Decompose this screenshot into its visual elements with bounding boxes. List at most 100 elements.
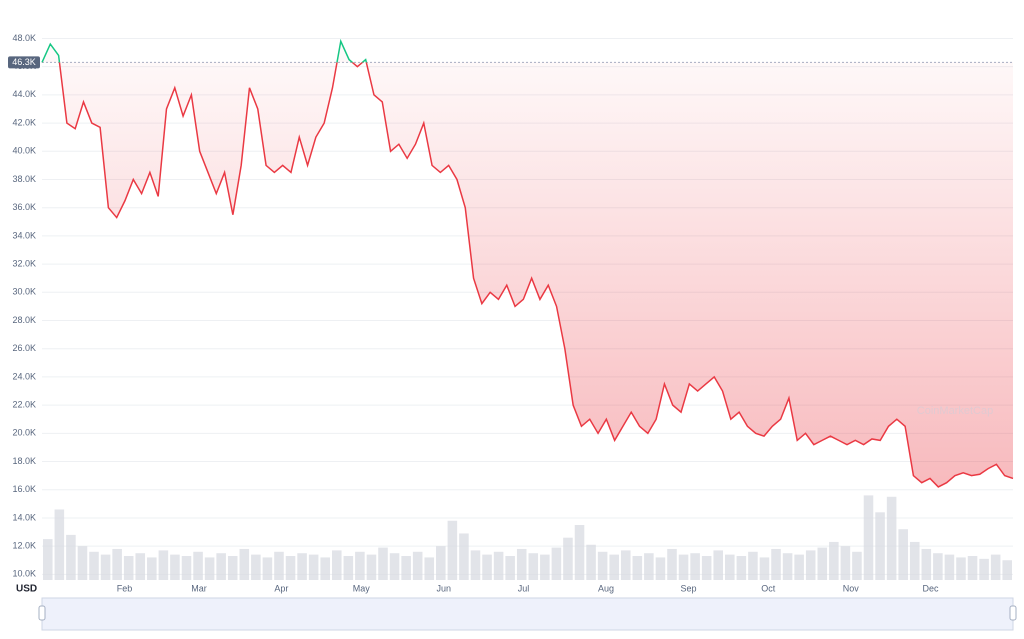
volume-bar [343, 556, 354, 580]
x-tick-label: Nov [843, 583, 860, 593]
volume-bar [459, 533, 469, 580]
volume-bar [123, 556, 134, 580]
volume-bar [748, 551, 758, 580]
volume-bar [297, 553, 307, 580]
volume-bar [979, 558, 989, 580]
x-tick-label: Jul [518, 583, 530, 593]
volume-bar [66, 534, 76, 580]
volume-bar [112, 548, 122, 580]
volume-bar [482, 554, 492, 580]
volume-bar [77, 546, 88, 580]
volume-bar [944, 554, 955, 580]
volume-bar [262, 557, 273, 580]
volume-bar [805, 550, 816, 580]
volume-bar [990, 554, 1001, 580]
y-tick-label: 32.0K [12, 258, 36, 268]
volume-bar [829, 541, 839, 580]
reference-label: 46.3K [12, 57, 36, 67]
y-tick-label: 14.0K [12, 512, 36, 522]
x-tick-label: Dec [923, 583, 940, 593]
y-tick-label: 20.0K [12, 428, 36, 438]
volume-bar [713, 550, 724, 580]
volume-bar [551, 547, 562, 580]
volume-bar [933, 553, 943, 580]
y-tick-label: 16.0K [12, 484, 36, 494]
y-tick-label: 22.0K [12, 400, 36, 410]
volume-bar [320, 557, 330, 580]
currency-label: USD [16, 584, 37, 595]
volume-bar [956, 557, 966, 580]
x-tick-label: Oct [761, 583, 776, 593]
y-tick-label: 38.0K [12, 174, 36, 184]
price-line [42, 62, 1014, 488]
volume-bar [898, 529, 908, 580]
volume-bar [274, 551, 284, 580]
y-tick-label: 40.0K [12, 146, 36, 156]
volume-bar [852, 551, 862, 580]
volume-bar [158, 550, 169, 580]
volume-bar [886, 496, 897, 580]
volume-bar [759, 557, 770, 580]
watermark: CoinMarketCap [917, 405, 993, 417]
navigator-handle[interactable] [38, 605, 46, 621]
volume-bar [412, 551, 423, 580]
volume-bar [516, 548, 527, 580]
volume-bar [817, 547, 828, 580]
y-tick-label: 42.0K [12, 117, 36, 127]
volume-bar [204, 557, 215, 580]
volume-bar [794, 554, 804, 580]
volume-bar [921, 548, 932, 580]
volume-bar [597, 551, 608, 580]
x-tick-label: May [353, 583, 371, 593]
volume-bar [620, 550, 631, 580]
x-tick-label: Jun [436, 583, 451, 593]
volume-bar [54, 509, 65, 580]
volume-bar [251, 554, 261, 580]
navigator-handle[interactable] [1009, 605, 1017, 621]
volume-bar [505, 556, 515, 580]
volume-bar [563, 537, 573, 580]
x-tick-label: Mar [191, 583, 207, 593]
volume-bar [655, 557, 666, 580]
volume-bar [863, 495, 874, 580]
x-tick-label: Feb [117, 583, 133, 593]
volume-bar [782, 553, 793, 580]
volume-bar [43, 539, 53, 580]
volume-bar [285, 556, 296, 580]
volume-bar [331, 550, 342, 580]
volume-bar [574, 525, 585, 580]
y-tick-label: 48.0K [12, 33, 36, 43]
volume-bar [678, 554, 689, 580]
volume-bar [389, 553, 400, 580]
y-tick-label: 10.0K [12, 569, 36, 579]
volume-bar [378, 547, 388, 580]
volume-bar [701, 556, 712, 580]
volume-bar [89, 551, 99, 580]
y-tick-label: 12.0K [12, 541, 36, 551]
volume-bar [424, 557, 435, 580]
volume-bar [436, 546, 446, 580]
y-tick-label: 18.0K [12, 456, 36, 466]
volume-bar [170, 554, 180, 580]
volume-bar [470, 550, 481, 580]
volume-bar [181, 556, 192, 580]
volume-bar [909, 541, 920, 580]
volume-bar [366, 554, 377, 580]
y-tick-label: 44.0K [12, 89, 36, 99]
volume-bar [308, 554, 319, 580]
volume-bar [586, 544, 596, 580]
navigator[interactable] [41, 597, 1014, 631]
volume-bar [528, 553, 539, 580]
x-tick-label: Apr [274, 583, 288, 593]
y-tick-label: 26.0K [12, 343, 36, 353]
volume-bar [401, 556, 411, 580]
volume-bar [771, 548, 781, 580]
volume-bar [967, 556, 978, 580]
price-area [42, 41, 1013, 487]
volume-bar [736, 556, 747, 580]
volume-bar [540, 554, 550, 580]
y-tick-label: 30.0K [12, 287, 36, 297]
volume-bar [632, 556, 643, 580]
y-tick-label: 28.0K [12, 315, 36, 325]
